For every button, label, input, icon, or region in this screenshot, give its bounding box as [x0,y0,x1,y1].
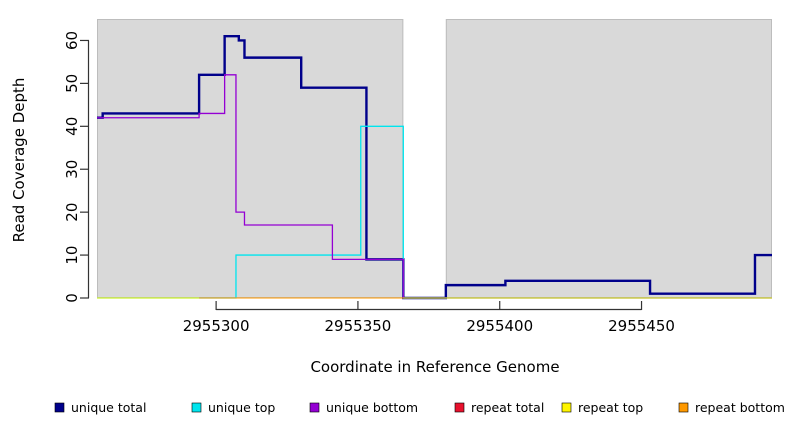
x-axis-tick-label: 2955450 [608,317,675,335]
series-line-unique-total [97,34,772,300]
y-axis: 0 10 20 30 40 50 60 [63,31,90,303]
panel-backgrounds [97,19,772,298]
x-axis-tick-label: 2955400 [466,317,533,335]
series-line-unique-bottom [97,74,772,299]
chart-legend: unique total unique top unique bottom repea… [54,400,785,415]
y-axis-title: Read Coverage Depth [10,78,28,243]
y-axis-tick-label: 20 [63,203,81,222]
panel-shaded-region [445,19,772,298]
y-axis-tick-label: 30 [63,160,81,179]
legend-label-repeat-bottom: repeat bottom [695,400,785,415]
legend-swatch-unique-bottom [309,402,320,413]
y-axis-tick-label: 10 [63,246,81,265]
y-axis-tick-label: 40 [63,117,81,136]
legend-label-repeat-total: repeat total [471,400,544,415]
x-axis-tick-label: 2955350 [325,317,392,335]
legend-swatch-repeat-bottom [678,402,689,413]
x-axis: 2955300 2955350 2955400 2955450 [183,301,675,335]
legend-swatch-unique-top [191,402,202,413]
legend-swatch-repeat-top [561,402,572,413]
legend-swatch-repeat-total [454,402,465,413]
legend-label-unique-total: unique total [71,400,146,415]
panel-shaded-region [97,19,404,298]
y-axis-tick-label: 0 [63,293,81,303]
legend-label-unique-bottom: unique bottom [326,400,418,415]
y-axis-tick-label: 60 [63,31,81,50]
data-series [97,34,772,300]
x-axis-title: Coordinate in Reference Genome [310,358,559,376]
y-axis-tick-label: 50 [63,74,81,93]
x-axis-tick-label: 2955300 [183,317,250,335]
legend-label-unique-top: unique top [208,400,275,415]
legend-swatch-unique-total [54,402,65,413]
legend-label-repeat-top: repeat top [578,400,643,415]
